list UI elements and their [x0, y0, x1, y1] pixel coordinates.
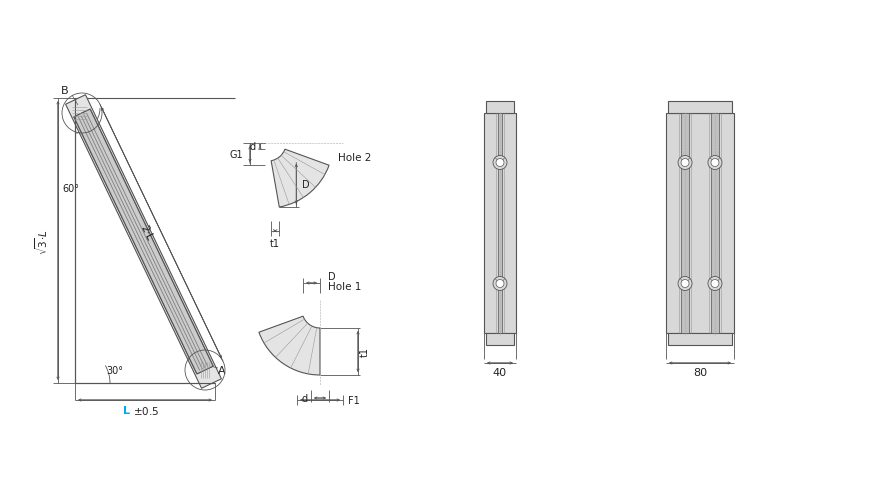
Bar — [681, 114, 689, 333]
Text: d: d — [302, 393, 308, 403]
Bar — [486, 102, 514, 114]
Text: Hole 2: Hole 2 — [338, 153, 371, 163]
Circle shape — [708, 156, 722, 170]
Circle shape — [681, 159, 689, 167]
Circle shape — [711, 159, 719, 167]
Text: t1: t1 — [270, 238, 280, 248]
Text: D: D — [328, 271, 336, 282]
Wedge shape — [259, 317, 320, 375]
Text: d: d — [250, 142, 256, 152]
Polygon shape — [74, 110, 213, 374]
Text: 40: 40 — [493, 367, 507, 377]
Circle shape — [493, 277, 507, 291]
Text: A: A — [218, 365, 226, 375]
Bar — [711, 114, 719, 333]
Text: 30°: 30° — [107, 365, 124, 375]
Text: Hole 1: Hole 1 — [328, 282, 362, 291]
Text: B: B — [61, 86, 69, 96]
Bar — [668, 333, 732, 346]
Circle shape — [681, 280, 689, 288]
Text: 60°: 60° — [62, 183, 79, 194]
Text: $\pm$0.5: $\pm$0.5 — [133, 404, 159, 416]
Bar — [484, 114, 516, 333]
Polygon shape — [74, 110, 213, 374]
Circle shape — [496, 280, 504, 288]
Bar — [668, 102, 732, 114]
Text: F1: F1 — [348, 395, 360, 405]
Bar — [666, 114, 734, 333]
Circle shape — [708, 277, 722, 291]
Circle shape — [496, 159, 504, 167]
Bar — [498, 114, 503, 333]
Text: 2·L: 2·L — [138, 224, 154, 242]
Text: t1: t1 — [360, 347, 370, 357]
Circle shape — [678, 156, 692, 170]
Text: D: D — [302, 180, 310, 189]
Polygon shape — [66, 96, 222, 388]
Circle shape — [493, 156, 507, 170]
Text: $\sqrt{3}{\cdot}L$: $\sqrt{3}{\cdot}L$ — [33, 228, 50, 255]
Bar — [486, 333, 514, 346]
Circle shape — [678, 277, 692, 291]
Text: G1: G1 — [230, 150, 243, 160]
Circle shape — [711, 280, 719, 288]
Wedge shape — [272, 150, 329, 207]
Text: L: L — [123, 405, 130, 415]
Text: 80: 80 — [693, 367, 707, 377]
